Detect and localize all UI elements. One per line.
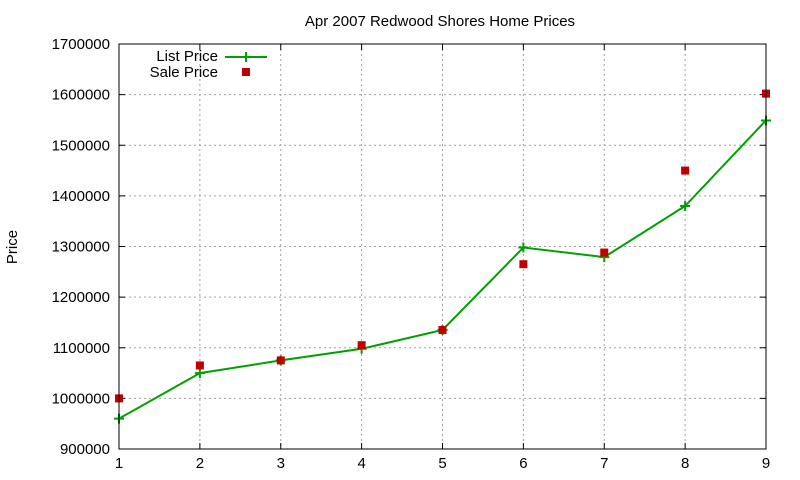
sale-price-point <box>357 341 366 350</box>
x-tick-label: 2 <box>196 455 204 472</box>
grid-lines <box>119 44 766 449</box>
sale-price-point <box>195 361 204 370</box>
sale-price-point <box>600 248 609 257</box>
legend-marker-list-price <box>241 52 251 62</box>
y-tick-label: 1200000 <box>52 289 110 306</box>
y-tick-label: 1700000 <box>52 36 110 53</box>
x-tick-label: 3 <box>277 455 285 472</box>
list-price-point <box>194 368 205 379</box>
y-tick-label: 1500000 <box>52 137 110 154</box>
list-price-point <box>680 201 691 211</box>
sale-price-point <box>519 260 528 269</box>
sale-price-point <box>681 166 690 175</box>
legend-marker-sale-price <box>242 68 250 76</box>
x-tick-label: 1 <box>115 455 123 472</box>
x-tick-label: 9 <box>762 455 770 472</box>
y-tick-label: 1400000 <box>52 188 110 205</box>
y-axis-ticks: 900000 1000000 1100000 1200000 1300000 140000… <box>52 36 766 458</box>
y-tick-label: 900000 <box>60 441 110 458</box>
y-tick-label: 1300000 <box>52 239 110 256</box>
x-axis-ticks: 1 2 3 4 5 6 7 8 9 <box>115 44 770 472</box>
x-tick-label: 5 <box>438 455 446 472</box>
chart-title: Apr 2007 Redwood Shores Home Prices <box>305 13 575 30</box>
legend-label-list-price: List Price <box>156 48 218 65</box>
x-tick-label: 6 <box>519 455 527 472</box>
sale-price-point <box>438 326 447 335</box>
legend: List Price Sale Price <box>150 48 267 81</box>
list-price-point <box>518 242 529 253</box>
y-tick-label: 1100000 <box>53 340 110 357</box>
y-tick-label: 1000000 <box>52 390 110 407</box>
y-tick-label: 1600000 <box>52 87 110 104</box>
x-tick-label: 7 <box>600 455 608 472</box>
legend-label-sale-price: Sale Price <box>150 64 218 81</box>
y-axis-label: Price <box>4 230 21 264</box>
x-tick-label: 8 <box>681 455 689 472</box>
x-tick-label: 4 <box>357 455 365 472</box>
sale-price-point <box>276 356 285 365</box>
plot-frame <box>118 43 767 450</box>
